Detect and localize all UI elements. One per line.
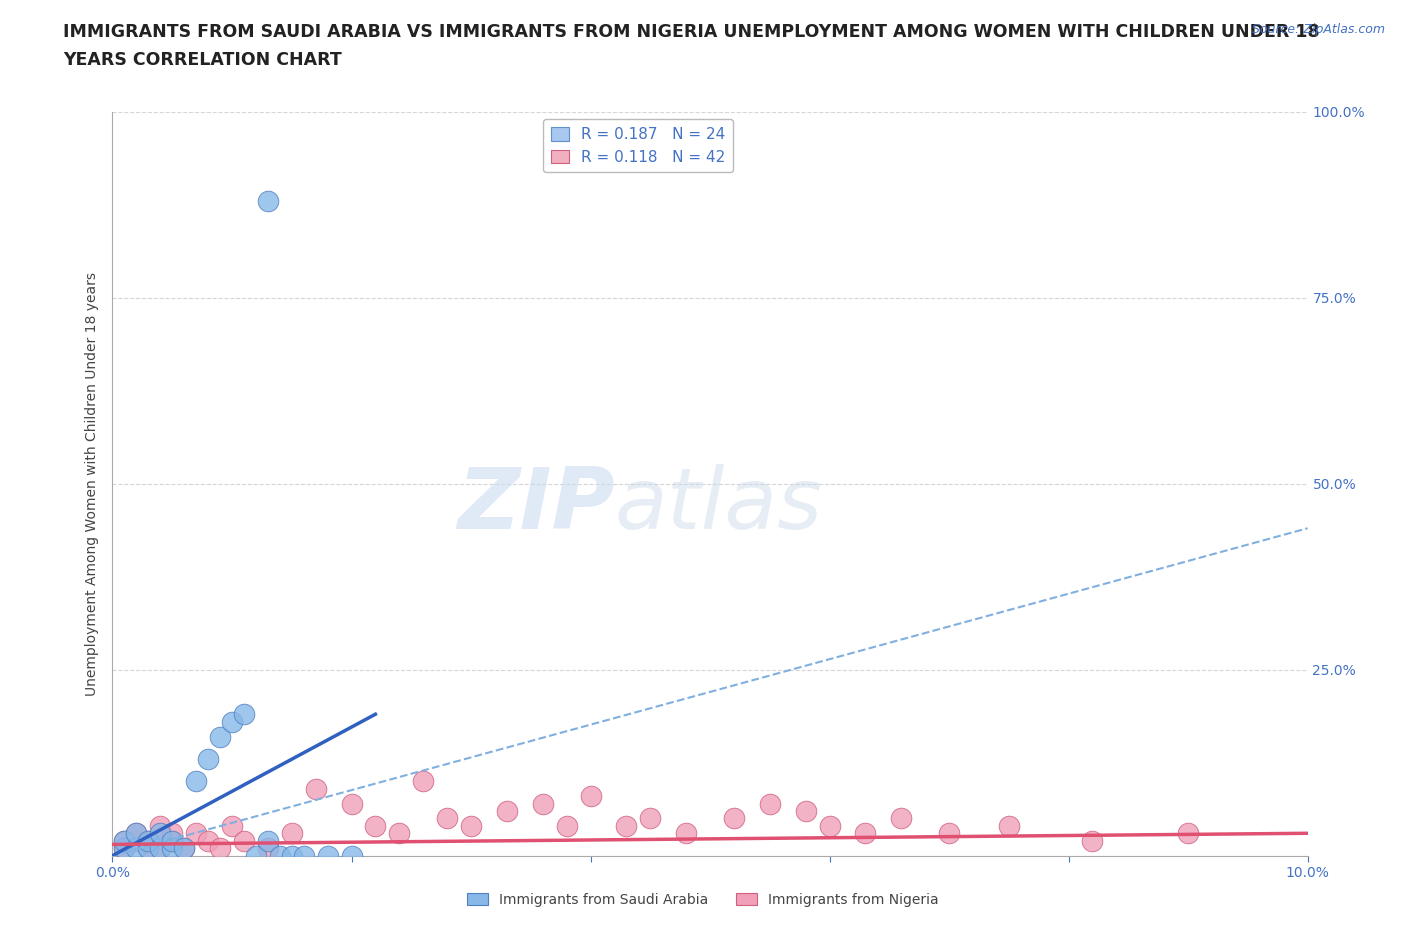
Point [855,826,877,841]
Point [257,193,280,208]
Point [388,826,411,841]
Point [1081,833,1104,848]
Point [818,818,841,833]
Point [173,841,195,856]
Point [162,826,183,841]
Point [125,826,148,841]
Point [138,841,160,856]
Point [998,818,1021,833]
Text: IMMIGRANTS FROM SAUDI ARABIA VS IMMIGRANTS FROM NIGERIA UNEMPLOYMENT AMONG WOMEN: IMMIGRANTS FROM SAUDI ARABIA VS IMMIGRAN… [63,23,1320,41]
Point [675,826,697,841]
Point [149,818,172,833]
Point [890,811,912,826]
Point [269,848,291,863]
Point [138,833,160,848]
Point [162,833,183,848]
Point [531,796,554,811]
Point [186,774,208,789]
Point [221,818,243,833]
Point [640,811,662,826]
Point [125,826,148,841]
Point [149,841,172,856]
Point [197,833,219,848]
Point [340,848,363,863]
Point [138,833,160,848]
Point [723,811,745,826]
Point [257,833,280,848]
Point [412,774,434,789]
Text: atlas: atlas [614,464,823,548]
Point [496,804,519,818]
Point [436,811,458,826]
Legend: R = 0.187   N = 24, R = 0.118   N = 42: R = 0.187 N = 24, R = 0.118 N = 42 [543,119,734,172]
Point [340,796,363,811]
Point [305,781,328,796]
Point [125,833,148,848]
Y-axis label: Unemployment Among Women with Children Under 18 years: Unemployment Among Women with Children U… [86,272,100,696]
Point [292,848,315,863]
Point [162,841,183,856]
Point [114,833,135,848]
Text: ZIP: ZIP [457,464,614,548]
Point [759,796,782,811]
Point [364,818,387,833]
Point [794,804,817,818]
Point [162,833,183,848]
Legend: Immigrants from Saudi Arabia, Immigrants from Nigeria: Immigrants from Saudi Arabia, Immigrants… [460,886,946,914]
Point [149,841,172,856]
Point [173,841,195,856]
Point [114,841,135,856]
Point [197,751,219,766]
Point [281,826,304,841]
Point [186,826,208,841]
Point [233,707,256,722]
Point [125,841,148,856]
Point [221,714,243,729]
Point [281,848,304,863]
Point [316,848,339,863]
Point [149,826,172,841]
Point [1177,826,1199,841]
Point [209,729,232,744]
Point [233,833,256,848]
Text: Source: ZipAtlas.com: Source: ZipAtlas.com [1251,23,1385,36]
Point [138,841,160,856]
Point [555,818,578,833]
Point [257,841,280,856]
Point [616,818,638,833]
Point [209,841,232,856]
Point [460,818,482,833]
Point [245,848,267,863]
Point [579,789,602,804]
Text: YEARS CORRELATION CHART: YEARS CORRELATION CHART [63,51,342,69]
Point [938,826,960,841]
Point [114,833,135,848]
Point [114,841,135,856]
